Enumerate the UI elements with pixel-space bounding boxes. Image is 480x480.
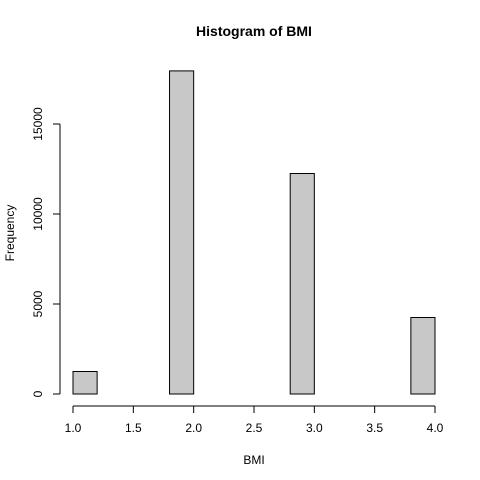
y-tick-label-1: 5000 xyxy=(31,290,45,317)
x-tick-label-6: 4.0 xyxy=(427,421,444,435)
histogram-bar-9 xyxy=(289,173,315,395)
histogram-bar-14 xyxy=(410,317,436,395)
y-tick-label-0: 0 xyxy=(31,390,45,397)
x-tick-label-3: 2.5 xyxy=(246,421,263,435)
bars-group xyxy=(72,70,436,395)
x-tick-label-5: 3.5 xyxy=(366,421,383,435)
y-axis: 0 5000 10000 15000 xyxy=(31,107,61,397)
y-axis-label: Frequency xyxy=(3,205,17,262)
x-tick-label-1: 1.5 xyxy=(125,421,142,435)
x-axis-label: BMI xyxy=(243,453,264,467)
x-tick-label-0: 1.0 xyxy=(65,421,82,435)
x-tick-label-4: 3.0 xyxy=(306,421,323,435)
chart-title: Histogram of BMI xyxy=(196,23,312,39)
histogram-bar-0 xyxy=(72,371,98,395)
y-tick-label-3: 15000 xyxy=(31,107,45,141)
y-tick-label-2: 10000 xyxy=(31,197,45,231)
x-tick-label-2: 2.0 xyxy=(185,421,202,435)
x-axis: 1.0 1.5 2.0 2.5 3.0 3.5 4.0 xyxy=(65,405,444,435)
histogram-bar-4 xyxy=(169,70,195,395)
